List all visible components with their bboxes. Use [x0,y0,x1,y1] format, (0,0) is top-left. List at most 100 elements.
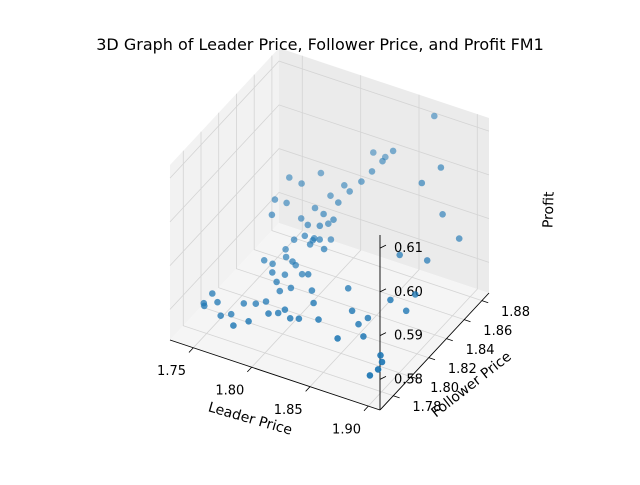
scatter-point [316,222,324,230]
scatter-point [378,358,386,366]
z-tick-mark [379,288,387,293]
back-pane [279,48,489,293]
chart-title: 3D Graph of Leader Price, Follower Price… [96,35,544,54]
scatter-point [298,180,305,187]
scatter-point [320,245,328,253]
scatter-point [341,182,348,189]
floor-pane [170,223,489,410]
scatter-point [209,290,216,297]
scatter-point [348,307,356,315]
y-tick-mark [428,357,436,361]
scatter-point [286,174,293,181]
scatter-point [283,199,290,207]
scatter-point [304,271,312,278]
scatter-point [260,257,268,264]
scatter-point [268,211,276,219]
y-tick-mark [393,395,400,399]
scatter-point [370,149,377,156]
scatter-point [273,278,280,286]
scatter-point [298,270,306,278]
z-tick-label: 0.60 [394,285,423,300]
z-tick-label: 0.59 [394,329,423,344]
scatter-point [412,291,419,298]
y-tick-mark [410,376,418,380]
x-tick-label: 1.85 [274,403,303,418]
scatter-point [308,287,316,294]
scatter-point [431,112,438,120]
scatter-point [364,314,372,322]
scatter-point [281,271,289,279]
scatter-point [290,236,298,243]
scatter-point [377,352,384,359]
z-grid-line [169,148,490,266]
z-grid-line [169,104,490,223]
z-tick-label: 0.58 [394,372,423,387]
scatter-point [304,221,312,229]
y-tick-mark [481,300,489,304]
x-grid-line [193,55,303,349]
scatter-point [316,236,324,243]
scatter-point [276,287,284,295]
y-tick-label: 1.88 [501,305,530,320]
scatter-point [289,258,296,265]
scatter-point [346,188,354,195]
scatter-point [327,192,334,199]
scatter-point [335,199,342,206]
x-tick-mark [188,347,194,353]
x-tick-label: 1.80 [215,384,244,399]
scatter-point [265,310,272,317]
x-tick-mark [363,405,369,412]
scatter-point [317,169,325,177]
scatter-point [344,285,352,292]
z-tick-mark [379,376,387,380]
x-tick-label: 1.90 [332,423,361,438]
scatter-point [306,241,314,248]
scatter-point [262,298,270,305]
scatter-point [310,235,318,242]
scatter-point [214,298,221,306]
scatter-point [389,147,397,155]
scatter-point [315,316,322,323]
y-tick-mark [464,319,471,323]
scatter-point [334,335,341,342]
y-axis-spine [379,292,490,411]
y-grid-line [236,93,447,340]
y-tick-mark [446,338,453,342]
scatter-point [330,216,337,223]
y-tick-label: 1.80 [430,381,459,396]
x-tick-label: 1.75 [157,364,186,379]
y-grid-line [218,112,429,359]
x-tick-mark [247,366,252,373]
scatter-point [217,312,224,320]
axis-panes [170,48,489,410]
tick-marks [188,244,489,412]
z-tick-mark [379,244,387,249]
scatter-point [240,300,248,307]
z-tick-mark [379,332,387,336]
scatter-point [439,211,446,218]
scatter-point [379,157,386,165]
scatter-point [269,269,276,276]
scatter-point [271,196,279,203]
left-pane [170,48,279,340]
scatter-point [245,318,252,325]
scatter-point [287,284,295,292]
x-tick-mark [305,386,311,392]
scatter-point [281,306,289,314]
axis-spines [169,235,490,411]
scatter-point [311,204,319,212]
scatter-point [418,179,426,187]
tick-labels: 1.75 1.80 1.85 1.90 1.78 1.80 1.82 1.84 1.86 1.88… [157,241,530,437]
scatter-point [387,296,394,304]
scatter-point [402,307,410,315]
scatter-point [274,309,282,317]
y-grid-line [182,150,394,397]
scatter-point [455,235,463,242]
scatter-point [327,236,335,243]
scatter-point [301,232,309,240]
scatter-point [227,310,235,318]
y-tick-label: 1.82 [448,362,477,377]
scatter-point [366,372,374,379]
scatter-point [297,215,305,222]
